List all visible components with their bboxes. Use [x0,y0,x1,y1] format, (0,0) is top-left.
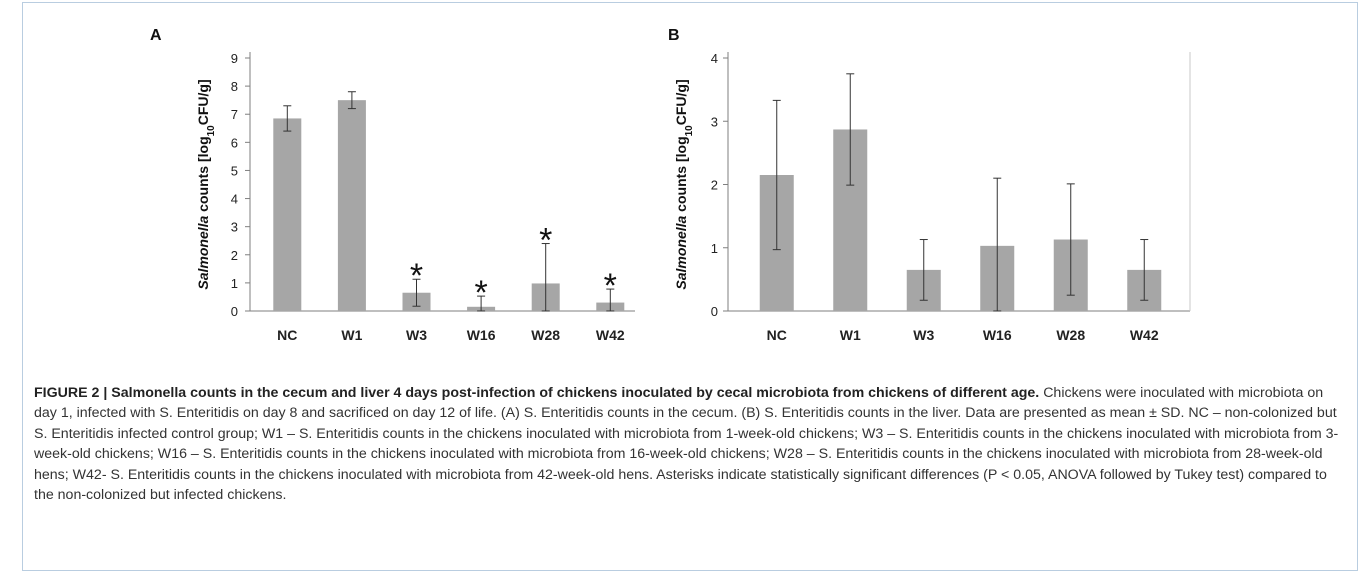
y-axis-label-sub-a: 10 [206,125,217,137]
x-tick-label-b-nc: NC [767,327,787,343]
y-axis-label-b: Salmonella counts [log10CFU/g] [673,79,695,289]
y-axis-label-a: Salmonella counts [log10CFU/g] [195,79,217,289]
x-tick-label-a-nc: NC [277,327,297,343]
bar-a-w1 [337,100,366,312]
x-tick-label-a-w16: W16 [467,327,496,343]
y-tick-label-a-0: 0 [231,304,238,319]
y-tick-label-b-2: 2 [711,178,718,193]
y-axis-label-species-a: Salmonella [195,216,211,290]
y-tick-label-b-4: 4 [711,51,718,66]
y-axis-label-species-b: Salmonella [673,216,689,290]
figure-caption: FIGURE 2 | Salmonella counts in the cecu… [34,383,1344,505]
y-axis-label-unit-a: CFU/g] [195,79,211,125]
y-tick-label-a-8: 8 [231,79,238,94]
panel-label-b: B [668,27,680,44]
y-tick-label-a-9: 9 [231,51,238,66]
x-tick-label-a-w28: W28 [531,327,560,343]
y-axis-label-unit-b: CFU/g] [673,79,689,125]
y-tick-label-a-6: 6 [231,135,238,150]
x-tick-label-b-w16: W16 [983,327,1012,343]
y-axis-label-sub-b: 10 [684,125,695,137]
bar-a-nc [273,118,302,311]
x-tick-label-a-w1: W1 [341,327,362,343]
chart-panel-b: B Salmonella counts [log10CFU/g] 0 1 2 3 4 NC W1… [668,27,1191,343]
y-axis-label-text-a: counts [log [195,136,211,215]
y-tick-label-b-3: 3 [711,114,718,129]
panel-label-a: A [150,27,162,44]
significance-marker-a-w16: * [474,274,487,312]
caption-title: FIGURE 2 | Salmonella counts in the cecu… [34,385,1040,401]
significance-marker-a-w28: * [539,222,552,260]
caption-body: Chickens were inoculated with microbiota… [34,385,1339,504]
significance-marker-a-w42: * [604,267,617,305]
y-tick-label-a-7: 7 [231,107,238,122]
y-tick-label-a-5: 5 [231,163,238,178]
x-tick-label-b-w42: W42 [1130,327,1159,343]
x-tick-label-b-w1: W1 [840,327,861,343]
x-tick-label-a-w42: W42 [596,327,625,343]
x-tick-label-b-w3: W3 [913,327,934,343]
x-tick-label-a-w3: W3 [406,327,427,343]
y-tick-label-a-3: 3 [231,220,238,235]
y-tick-label-a-1: 1 [231,276,238,291]
y-tick-label-b-1: 1 [711,241,718,256]
y-tick-label-a-2: 2 [231,248,238,263]
y-tick-label-b-0: 0 [711,304,718,319]
y-tick-label-a-4: 4 [231,192,238,207]
y-axis-label-text-b: counts [log [673,136,689,215]
x-tick-label-b-w28: W28 [1056,327,1085,343]
chart-panel-a: A Salmonella counts [log10CFU/g] 0 1 2 3 4 5 6 7 8… [150,27,635,343]
significance-marker-a-w3: * [410,257,423,295]
